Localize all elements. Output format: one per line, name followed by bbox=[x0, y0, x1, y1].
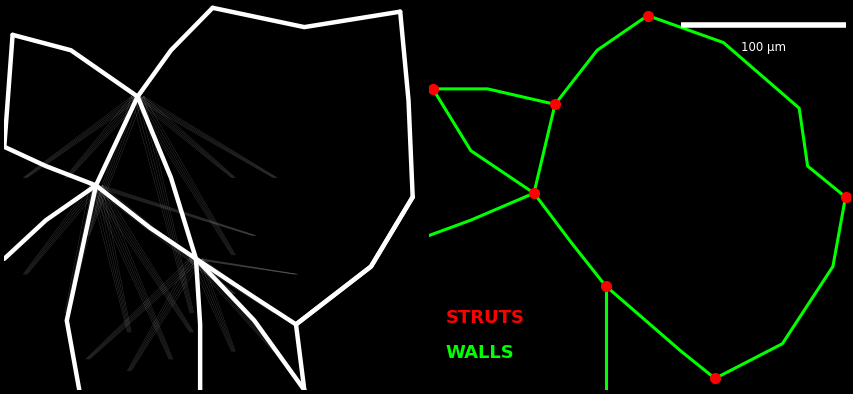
Text: STRUTS: STRUTS bbox=[445, 309, 524, 327]
Text: WALLS: WALLS bbox=[445, 344, 514, 362]
Text: 100 μm: 100 μm bbox=[740, 41, 785, 54]
